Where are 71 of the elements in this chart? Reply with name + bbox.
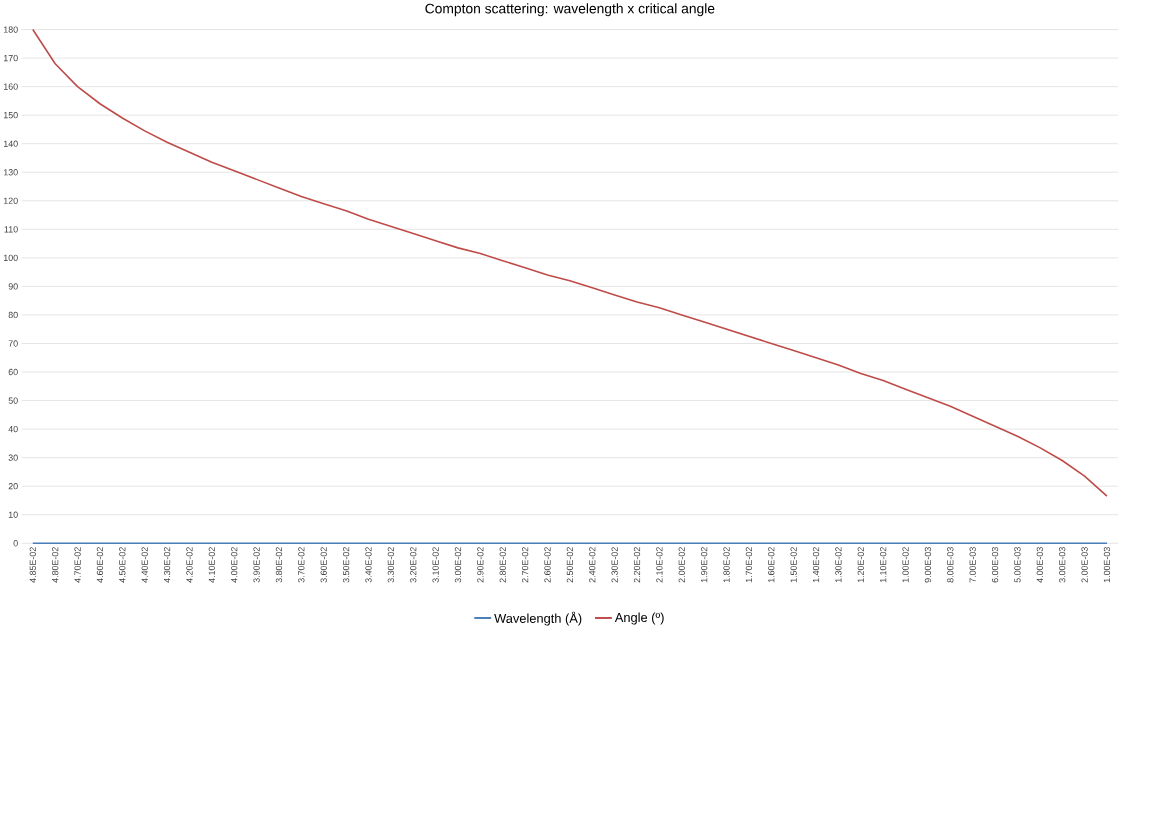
x-tick-label: 8.00E-03 [947, 546, 954, 583]
y-tick-label: 80 [8, 311, 18, 318]
x-tick-label: 3.00E-03 [1059, 546, 1066, 583]
x-tick-label: 3.10E-02 [432, 547, 439, 583]
y-tick-label: 110 [4, 225, 18, 233]
x-tick-label: 2.60E-02 [544, 547, 551, 583]
y-tick-label: 70 [8, 340, 18, 347]
y-tick-label: 20 [8, 482, 18, 490]
x-tick-label: 1.60E-02 [768, 547, 775, 582]
y-tick-label: 90 [8, 283, 18, 290]
x-tick-label: 1.00E-03 [1103, 546, 1111, 582]
y-tick-label: 30 [8, 454, 18, 461]
x-tick-label: 2.00E-03 [1081, 546, 1088, 583]
x-tick-label: 2.20E-02 [633, 547, 641, 583]
y-tick-label: 140 [3, 140, 18, 147]
x-tick-label: 4.85E-02 [29, 547, 36, 583]
x-tick-label: 1.30E-02 [835, 547, 842, 582]
x-tick-label: 4.50E-02 [119, 547, 126, 583]
x-tick-label: 2.80E-02 [499, 547, 506, 583]
x-tick-label: 3.00E-02 [454, 547, 462, 583]
x-tick-label: 4.00E-02 [231, 547, 238, 583]
x-tick-label: 3.50E-02 [342, 547, 350, 583]
x-tick-label: 2.40E-02 [589, 547, 596, 583]
y-tick-label: 120 [3, 197, 18, 204]
x-tick-label: 1.70E-02 [745, 547, 753, 582]
x-tick-label: 1.20E-02 [857, 547, 864, 582]
x-tick-label: 9.00E-03 [924, 546, 932, 583]
y-tick-label: 50 [8, 397, 18, 404]
x-tick-label: 4.30E-02 [163, 547, 171, 583]
y-tick-label: 60 [8, 368, 18, 375]
y-tick-label: 130 [3, 168, 18, 176]
x-tick-label: 5.00E-03 [1014, 546, 1021, 583]
x-tick-label: 1.80E-02 [723, 547, 730, 582]
x-tick-label: 3.80E-02 [275, 547, 283, 583]
x-tick-label: 3.40E-02 [365, 547, 372, 583]
x-tick-label: 4.10E-02 [208, 547, 215, 583]
x-tick-label: 4.80E-02 [52, 547, 59, 583]
legend-label: Wavelength (Å) [494, 611, 582, 626]
y-tick-label: 40 [8, 425, 18, 433]
x-tick-label: 1.50E-02 [790, 547, 797, 582]
x-tick-label: 6.00E-03 [991, 546, 999, 583]
x-tick-label: 3.60E-02 [320, 547, 327, 583]
legend-label: Angle (º) [614, 612, 664, 625]
x-tick-label: 4.40E-02 [141, 547, 148, 583]
x-tick-label: 2.00E-02 [678, 547, 685, 583]
y-tick-label: 160 [3, 83, 18, 90]
x-tick-label: 3.20E-02 [410, 547, 417, 583]
y-tick-label: 0 [13, 539, 18, 547]
x-tick-label: 1.00E-02 [902, 547, 909, 582]
y-tick-label: 100 [3, 254, 18, 261]
chart-title: Compton scattering: wavelength x critical angle [425, 3, 715, 16]
y-tick-label: 180 [3, 26, 18, 33]
x-tick-label: 2.70E-02 [521, 547, 529, 583]
y-tick-label: 10 [8, 511, 18, 518]
x-tick-label: 1.40E-02 [812, 547, 820, 582]
x-tick-label: 1.90E-02 [701, 547, 708, 582]
x-tick-label: 2.10E-02 [656, 547, 663, 583]
x-tick-label: 2.30E-02 [611, 547, 618, 583]
y-tick-label: 170 [3, 54, 18, 62]
x-tick-label: 7.00E-03 [969, 546, 976, 583]
x-tick-label: 2.50E-02 [566, 547, 574, 583]
x-tick-label: 4.70E-02 [74, 547, 81, 583]
y-tick-label: 150 [3, 111, 18, 119]
x-tick-label: 4.00E-03 [1036, 546, 1043, 583]
x-tick-label: 4.20E-02 [186, 547, 193, 583]
x-tick-label: 3.30E-02 [387, 547, 395, 583]
x-tick-label: 3.70E-02 [298, 547, 305, 583]
x-tick-label: 4.60E-02 [96, 547, 104, 583]
x-tick-label: 3.90E-02 [253, 547, 260, 583]
x-tick-label: 1.10E-02 [880, 547, 887, 582]
x-tick-label: 2.90E-02 [477, 547, 484, 583]
